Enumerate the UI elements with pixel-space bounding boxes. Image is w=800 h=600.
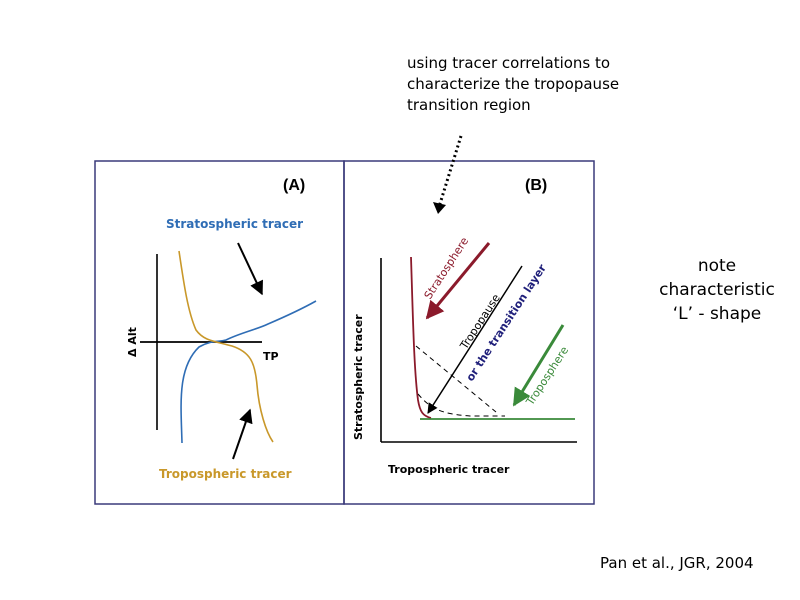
annotation-right-line3: ‘L’ - shape — [672, 304, 762, 324]
stratosphere-label: Stratosphere — [422, 235, 472, 302]
annotation-top-line3: transition region — [407, 96, 531, 114]
tropospheric-tracer-label: Tropospheric tracer — [159, 467, 292, 481]
tropospheric-tracer-curve — [178, 250, 274, 443]
panel-b-ylabel: Stratospheric tracer — [352, 314, 365, 440]
dotted-pointer-arrow — [437, 135, 463, 208]
delta-alt-label: Δ Alt — [126, 327, 139, 357]
panel-b-label: (B) — [525, 177, 547, 194]
stratospheric-tracer-curve — [180, 300, 317, 444]
citation: Pan et al., JGR, 2004 — [600, 554, 754, 572]
stratosphere-arrow — [425, 242, 491, 320]
dotted-pointer-arrowhead — [433, 202, 446, 214]
panel-a-label: (A) — [283, 177, 305, 194]
panel-b-xlabel: Tropospheric tracer — [388, 463, 510, 476]
annotation-top-line1: using tracer correlations to — [407, 54, 611, 72]
panel-b-frame — [343, 160, 595, 505]
annotation-top-line2: characterize the tropopause — [407, 75, 620, 93]
annotation-right-line2: characteristic — [659, 280, 775, 300]
l-shape-stratospheric-branch — [410, 256, 432, 419]
strat-label-arrow — [237, 242, 263, 296]
trop-label-arrow — [232, 408, 253, 460]
annotation-right-line1: note — [697, 256, 737, 276]
tp-label: TP — [263, 350, 279, 363]
tropopause-arrow — [427, 265, 523, 414]
stratospheric-tracer-label: Stratospheric tracer — [166, 217, 303, 231]
transition-lower-dashed — [417, 393, 505, 417]
troposphere-arrow — [512, 324, 565, 407]
